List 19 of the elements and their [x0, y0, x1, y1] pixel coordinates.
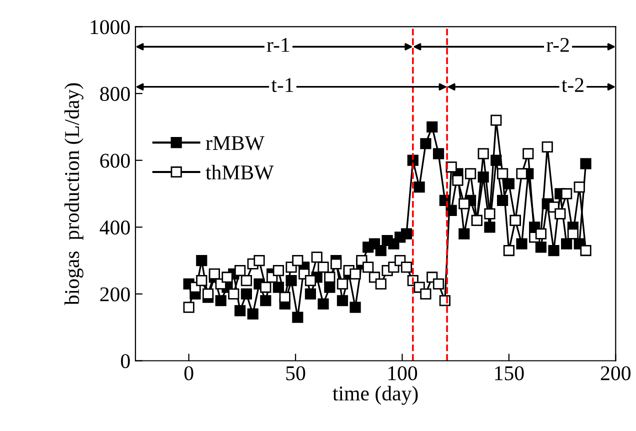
annotation: t-1: [271, 78, 294, 92]
y-tick-label: 0: [120, 354, 130, 368]
x-tick-label: 0: [184, 366, 194, 380]
annotation: t-2: [562, 78, 584, 92]
y-tick-label: 200: [100, 287, 130, 302]
annotation: r-1: [266, 38, 290, 52]
y-tick-label: 1000: [90, 20, 130, 34]
x-axis-title: time (day): [332, 386, 418, 405]
x-tick-label: 50: [286, 366, 306, 380]
annotation: r-2: [546, 38, 569, 52]
x-tick-label: 200: [600, 366, 630, 380]
legend-label: thMBW: [206, 164, 274, 180]
y-tick-label: 400: [100, 220, 130, 235]
x-tick-label: 150: [495, 366, 524, 380]
y-tick-label: 600: [100, 154, 130, 168]
y-axis-title: biogas production (L/day): [64, 83, 84, 306]
legend-label: rMBW: [206, 136, 264, 150]
y-tick-label: 800: [100, 86, 130, 101]
x-tick-label: 100: [388, 366, 418, 380]
